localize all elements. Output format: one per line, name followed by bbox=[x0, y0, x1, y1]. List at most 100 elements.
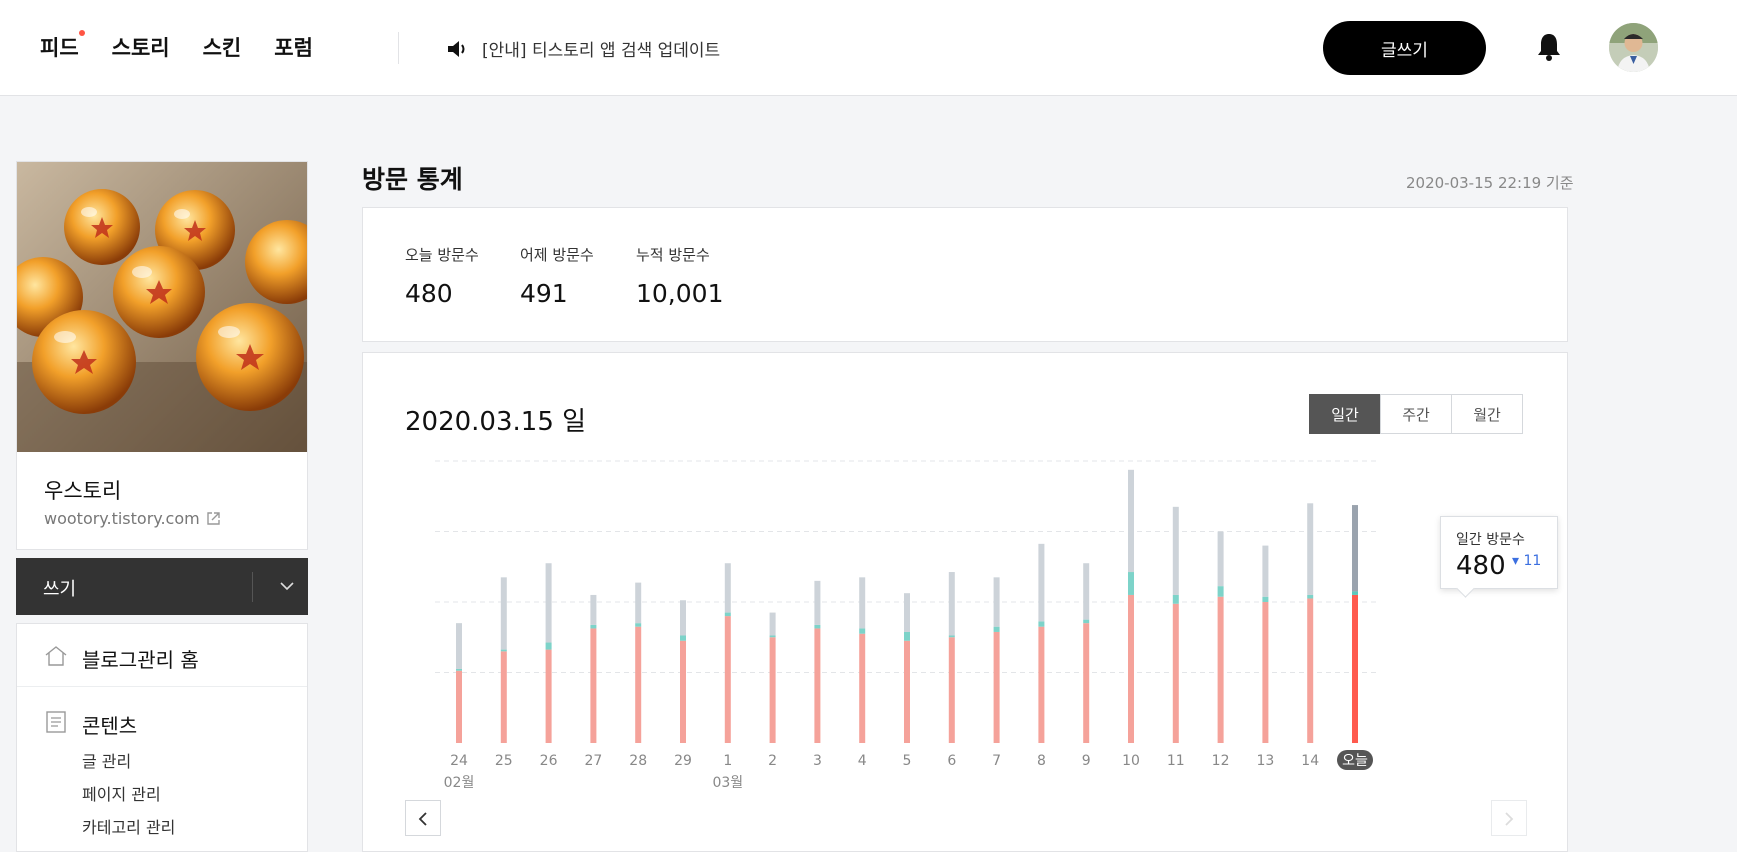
menu-home-label: 블로그관리 홈 bbox=[82, 648, 199, 672]
bar-segment bbox=[1352, 594, 1358, 743]
bar-segment bbox=[769, 635, 776, 638]
bar-segment bbox=[590, 594, 597, 625]
bar-segment bbox=[1262, 545, 1269, 597]
x-tick-label: 오늘 bbox=[1342, 753, 1368, 769]
menu-contents-label[interactable]: 콘텐츠 bbox=[82, 714, 138, 738]
nav-forum[interactable]: 포럼 bbox=[274, 36, 313, 60]
menu-item-home[interactable]: 블로그관리 홈 bbox=[17, 624, 307, 687]
bar-segment bbox=[545, 642, 552, 650]
menu-item-categories[interactable]: 카테고리 관리 bbox=[82, 818, 176, 837]
tooltip-delta-value: 11 bbox=[1523, 553, 1542, 569]
write-menu-label: 쓰기 bbox=[43, 579, 77, 600]
bar-segment bbox=[1128, 469, 1134, 573]
menu-item-pages[interactable]: 페이지 관리 bbox=[82, 785, 161, 804]
bar-segment bbox=[545, 563, 552, 643]
bar-segment bbox=[1172, 594, 1179, 604]
bar-segment bbox=[814, 580, 821, 625]
bar-segment bbox=[724, 563, 731, 613]
chevron-down-icon[interactable] bbox=[280, 580, 294, 592]
bar-segment bbox=[1083, 563, 1090, 620]
external-link-icon bbox=[207, 512, 220, 525]
x-tick-label: 3 bbox=[813, 753, 822, 769]
tooltip-delta: ▾ 11 bbox=[1512, 553, 1542, 569]
chart-prev-button[interactable] bbox=[405, 800, 441, 836]
top-bar: 피드 스토리 스킨 포럼 [안내] 티스토리 앱 검색 업데이트 글쓰기 bbox=[0, 0, 1737, 96]
home-icon bbox=[45, 646, 67, 666]
bar-segment bbox=[904, 631, 910, 641]
stats-timestamp: 2020-03-15 22:19 기준 bbox=[1406, 174, 1574, 192]
blog-name: 우스토리 bbox=[44, 479, 122, 503]
x-tick-label: 9 bbox=[1082, 753, 1091, 769]
chart-next-button[interactable] bbox=[1491, 800, 1527, 836]
month-label: 02월 bbox=[444, 775, 475, 791]
bar-segment bbox=[1352, 505, 1358, 592]
bar-segment bbox=[1038, 626, 1045, 743]
stat-total: 누적 방문수 10,001 bbox=[636, 244, 723, 308]
x-tick-label: 26 bbox=[540, 753, 558, 769]
admin-menu: 블로그관리 홈 콘텐츠 글 관리 페이지 관리 카테고리 관리 bbox=[16, 623, 308, 852]
bar-segment bbox=[1128, 594, 1134, 743]
x-tick-label: 25 bbox=[495, 753, 513, 769]
notice-text: [안내] 티스토리 앱 검색 업데이트 bbox=[482, 41, 721, 61]
bar-segment bbox=[680, 600, 686, 636]
global-nav: 피드 스토리 스킨 포럼 bbox=[40, 30, 346, 62]
x-tick-label: 2 bbox=[768, 753, 777, 769]
x-tick-label: 29 bbox=[674, 753, 692, 769]
bar-segment bbox=[500, 577, 507, 650]
nav-feed[interactable]: 피드 bbox=[40, 30, 85, 62]
chart-date: 2020.03.15 일 bbox=[405, 407, 587, 437]
bar-segment bbox=[724, 612, 731, 617]
bar-segment bbox=[456, 670, 462, 743]
bar-segment bbox=[1307, 503, 1314, 595]
bar-segment bbox=[814, 628, 821, 743]
x-tick-label: 13 bbox=[1256, 753, 1274, 769]
tooltip-value: 480 bbox=[1456, 551, 1506, 581]
bar-segment bbox=[948, 637, 955, 743]
bar-segment bbox=[590, 624, 597, 629]
tab-weekly[interactable]: 주간 bbox=[1380, 394, 1452, 434]
visit-chart-card: 24 25 26 27 28 29 1 2 3 4 5 6 7 8 9 10 11 12 13 14 오늘 02월 03월 … bbox=[362, 352, 1568, 852]
write-menu-button[interactable]: 쓰기 bbox=[16, 558, 308, 615]
bar-segment bbox=[859, 633, 866, 743]
bar-segment bbox=[1217, 531, 1224, 587]
notice-link[interactable]: [안내] 티스토리 앱 검색 업데이트 bbox=[446, 36, 720, 61]
tab-monthly[interactable]: 월간 bbox=[1451, 394, 1523, 434]
bar-segment bbox=[1352, 591, 1358, 595]
stat-label: 어제 방문수 bbox=[520, 246, 594, 264]
bar-segment bbox=[1217, 586, 1224, 597]
blog-url-text: wootory.tistory.com bbox=[44, 509, 200, 528]
bar-segment bbox=[635, 623, 642, 627]
bar-segment bbox=[1307, 594, 1314, 599]
x-tick-label: 1 bbox=[723, 753, 732, 769]
stat-today: 오늘 방문수 480 bbox=[405, 244, 479, 308]
nav-skin[interactable]: 스킨 bbox=[202, 36, 242, 60]
bell-icon[interactable] bbox=[1536, 31, 1562, 63]
avatar[interactable] bbox=[1609, 23, 1658, 72]
bar-segment bbox=[500, 651, 507, 743]
divider bbox=[252, 572, 253, 602]
bar-segment bbox=[1172, 603, 1179, 743]
divider bbox=[398, 32, 399, 64]
bar-segment bbox=[1038, 621, 1045, 627]
bar-segment bbox=[904, 593, 910, 632]
tab-daily[interactable]: 일간 bbox=[1309, 394, 1381, 434]
blog-url-link[interactable]: wootory.tistory.com bbox=[44, 509, 221, 528]
bar-segment bbox=[1217, 596, 1224, 743]
x-tick-label: 4 bbox=[858, 753, 867, 769]
bar-segment bbox=[948, 635, 955, 638]
write-post-button[interactable]: 글쓰기 bbox=[1323, 21, 1486, 75]
menu-item-posts[interactable]: 글 관리 bbox=[82, 752, 132, 771]
nav-story[interactable]: 스토리 bbox=[111, 36, 170, 60]
blog-cover-image bbox=[17, 162, 307, 452]
bar-segment bbox=[1262, 596, 1269, 602]
bar-segment bbox=[1038, 543, 1045, 622]
stat-value: 480 bbox=[405, 279, 453, 308]
x-tick-label: 12 bbox=[1212, 753, 1230, 769]
new-dot-icon bbox=[78, 30, 85, 36]
stat-label: 누적 방문수 bbox=[636, 246, 710, 264]
daily-visit-tooltip: 일간 방문수 480 ▾ 11 bbox=[1440, 516, 1558, 589]
stat-value: 10,001 bbox=[636, 279, 724, 308]
visit-summary-card: 오늘 방문수 480 어제 방문수 491 누적 방문수 10,001 bbox=[362, 207, 1568, 342]
bar-segment bbox=[635, 582, 642, 624]
page-title: 방문 통계 bbox=[362, 165, 463, 194]
